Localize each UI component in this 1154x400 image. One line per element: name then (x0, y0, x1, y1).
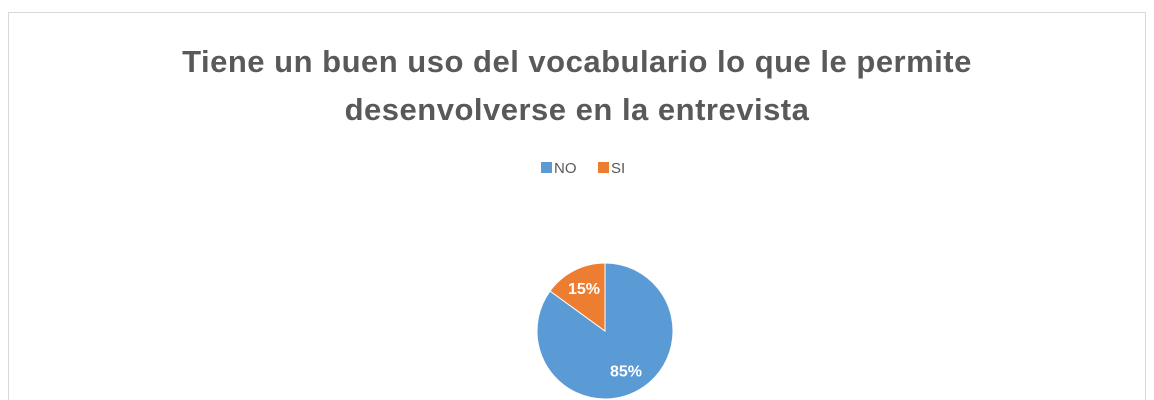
legend-swatch (598, 162, 609, 173)
legend-label: SI (611, 160, 625, 177)
legend-swatch (541, 162, 552, 173)
data-label: 15% (568, 281, 600, 298)
chart-title: Tiene un buen uso del vocabulario lo que… (182, 44, 972, 127)
pie-slice (549, 262, 606, 332)
legend-label: NO (554, 160, 577, 177)
data-label: 85% (610, 363, 642, 380)
chart-border (8, 12, 1146, 400)
